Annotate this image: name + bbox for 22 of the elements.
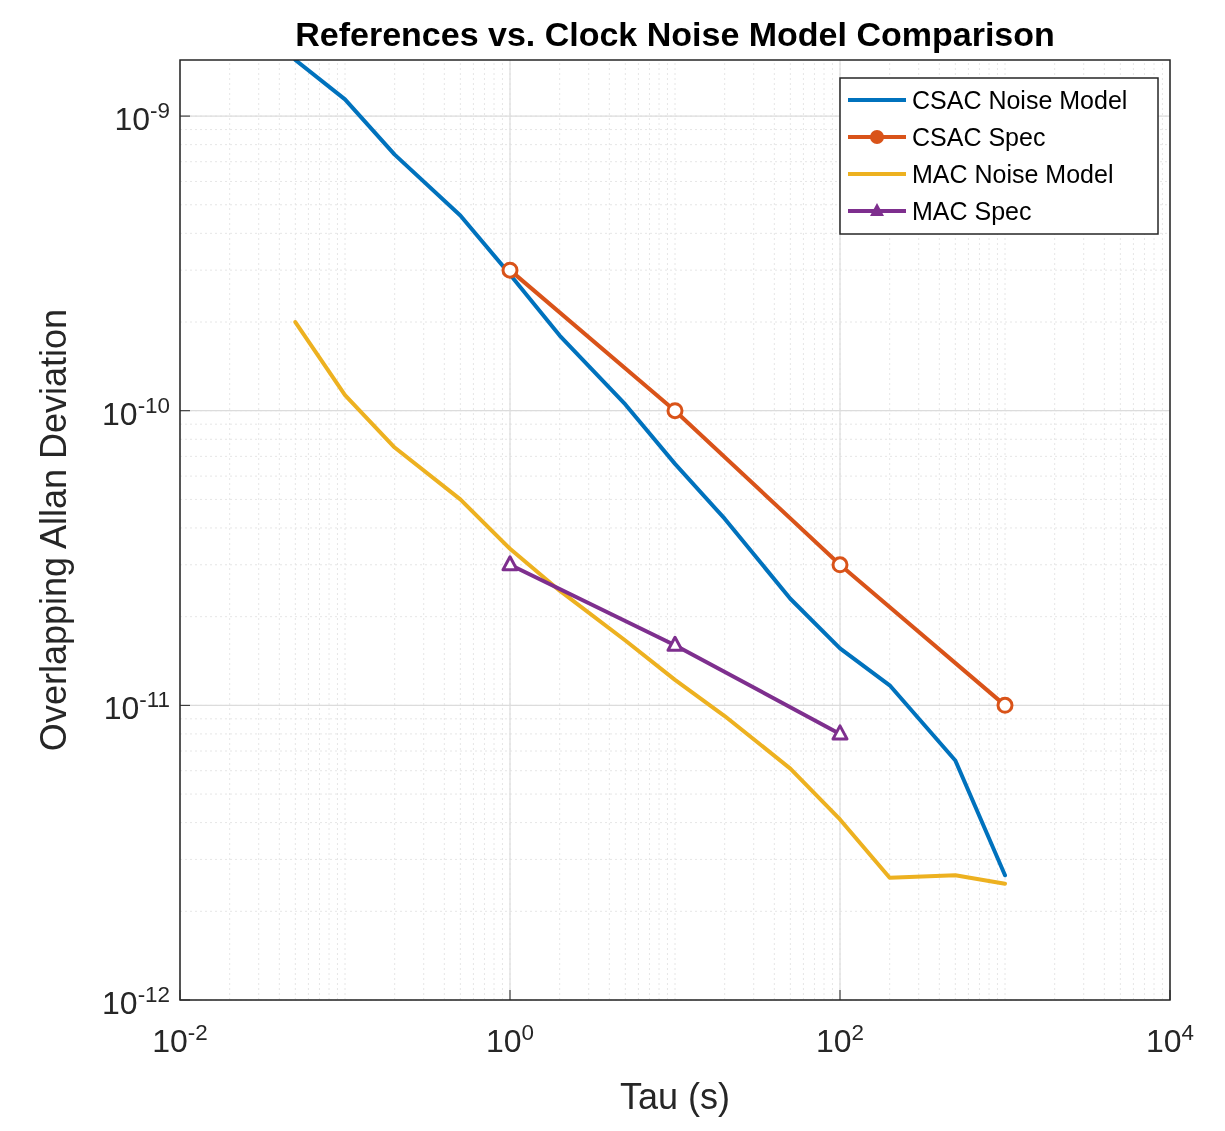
- chart-title: References vs. Clock Noise Model Comparison: [295, 15, 1055, 53]
- point: [831, 556, 849, 574]
- x-tick-label: 10$^{-2}$: [152, 1019, 208, 1059]
- x-tick-label: 10$^{4}$: [1145, 1019, 1195, 1059]
- y-tick-label: 10$^{-12}$: [102, 981, 170, 1021]
- y-tick-label: 10$^{-9}$: [114, 97, 170, 138]
- x-axis-title: Tau (s): [619, 1076, 731, 1117]
- point: [501, 555, 519, 572]
- point: [996, 696, 1014, 714]
- y-tick-label: 10$^{-11}$: [103, 686, 170, 727]
- x-tick-label: 10$^{2}$: [815, 1019, 865, 1059]
- legend-label: CSAC Spec: [912, 123, 1046, 151]
- y-axis-title: Overlapping Allan Deviation: [33, 308, 74, 752]
- legend-label: MAC Noise Model: [912, 160, 1114, 188]
- point: [501, 261, 519, 279]
- y-tick-label: 10$^{-10}$: [102, 392, 170, 432]
- point: [831, 724, 849, 741]
- point: [666, 402, 684, 420]
- legend-label: MAC Spec: [912, 197, 1032, 225]
- point: [666, 635, 684, 652]
- legend-label: CSAC Noise Model: [912, 86, 1128, 114]
- x-tick-label: 10$^{0}$: [485, 1019, 535, 1059]
